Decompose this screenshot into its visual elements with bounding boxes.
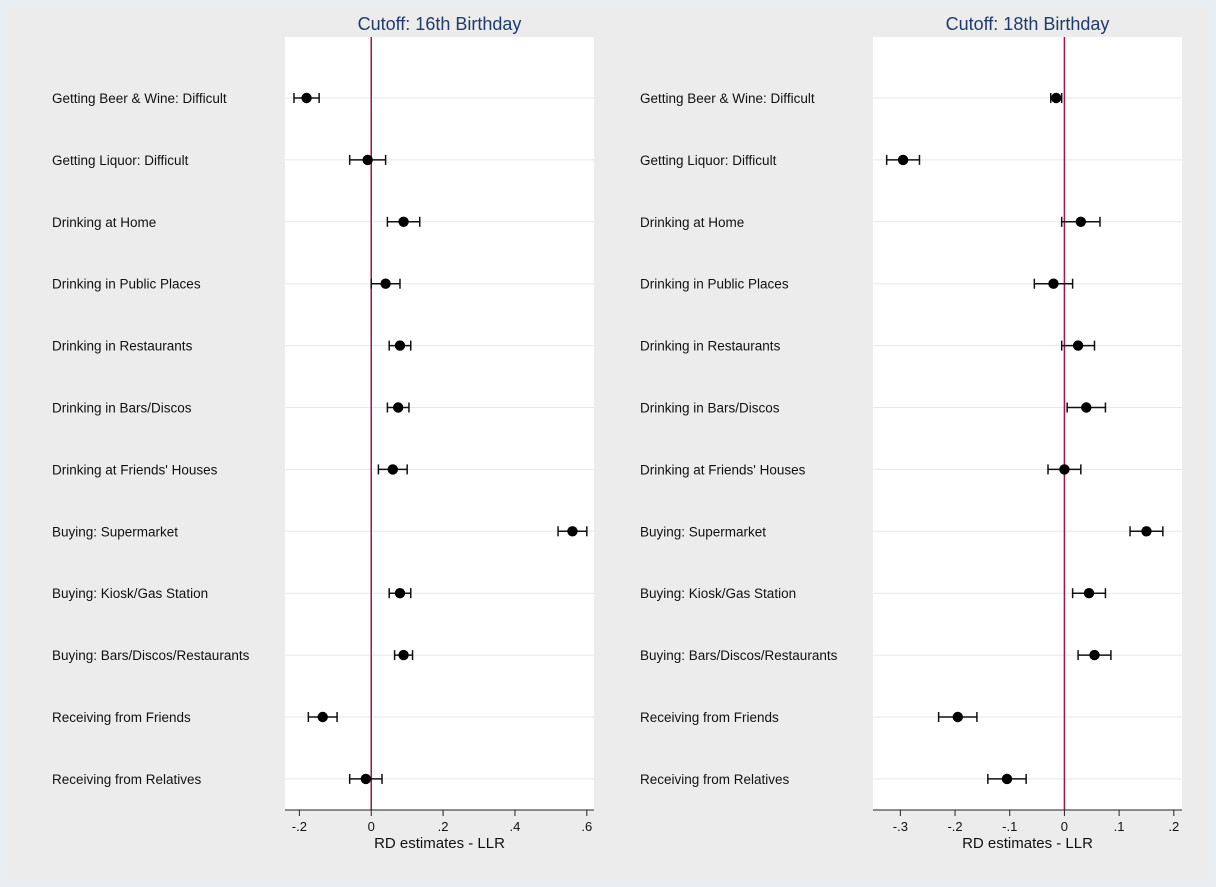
x-tick-label: -.3 — [893, 819, 908, 834]
category-label: Drinking in Bars/Discos — [640, 401, 780, 416]
estimate-point — [1081, 402, 1092, 413]
estimate-point — [398, 216, 409, 227]
category-label: Getting Liquor: Difficult — [52, 153, 189, 168]
estimate-point — [952, 711, 963, 723]
estimate-point — [380, 278, 391, 289]
category-label: Drinking at Home — [52, 215, 156, 230]
estimate-point — [1141, 526, 1152, 537]
estimates-layer — [293, 92, 588, 785]
category-label: Receiving from Friends — [640, 710, 779, 725]
gridlines — [873, 97, 1182, 780]
category-labels: Getting Beer & Wine: Difficult Getting Li… — [52, 91, 250, 787]
estimate-point — [1075, 216, 1087, 227]
x-axis-title: RD estimates - LLR — [962, 835, 1093, 852]
estimate-point — [387, 464, 398, 475]
x-tick-label: .2 — [438, 819, 449, 834]
panel-cutoff-18: -.3 -.2 -.1 0 .1 .2 Getting Beer & Wine: Diff… — [640, 14, 1182, 852]
x-tick-label: 0 — [1061, 819, 1068, 834]
category-label: Receiving from Relatives — [52, 772, 202, 787]
category-label: Drinking in Public Places — [52, 277, 201, 292]
estimate-point — [1072, 340, 1084, 351]
x-tick-label: .6 — [581, 819, 592, 834]
estimate-point — [301, 92, 312, 104]
x-tick-label: .4 — [510, 819, 521, 834]
estimate-point — [1051, 92, 1062, 104]
category-label: Buying: Supermarket — [640, 524, 766, 539]
plot-area — [285, 37, 594, 810]
estimate-point — [360, 773, 372, 785]
x-tick-label: .2 — [1168, 819, 1179, 834]
category-label: Drinking in Bars/Discos — [52, 401, 192, 416]
x-axis-ticks: -.2 0 .2 .4 .6 — [292, 810, 592, 834]
category-label: Buying: Kiosk/Gas Station — [640, 586, 796, 601]
x-axis-ticks: -.3 -.2 -.1 0 .1 .2 — [893, 810, 1179, 834]
estimate-point — [394, 588, 406, 599]
category-label: Buying: Kiosk/Gas Station — [52, 586, 208, 601]
category-label: Buying: Supermarket — [52, 524, 178, 539]
category-label: Receiving from Friends — [52, 710, 191, 725]
estimate-point — [1083, 588, 1095, 599]
plot-area — [873, 37, 1182, 810]
estimate-point — [567, 526, 578, 537]
x-axis-title: RD estimates - LLR — [374, 835, 505, 852]
category-label: Receiving from Relatives — [640, 772, 790, 787]
category-label: Drinking in Restaurants — [52, 339, 193, 354]
estimate-point — [392, 402, 404, 413]
category-label: Buying: Bars/Discos/Restaurants — [640, 648, 838, 663]
x-tick-label: -.2 — [947, 819, 962, 834]
estimate-point — [317, 711, 328, 723]
category-label: Buying: Bars/Discos/Restaurants — [52, 648, 250, 663]
category-labels: Getting Beer & Wine: Difficult Getting Li… — [640, 91, 838, 787]
category-label: Drinking at Friends' Houses — [52, 462, 218, 477]
category-label: Drinking at Friends' Houses — [640, 462, 806, 477]
x-tick-label: .1 — [1114, 819, 1125, 834]
category-label: Getting Beer & Wine: Difficult — [52, 91, 227, 106]
panel-title: Cutoff: 18th Birthday — [946, 14, 1110, 34]
estimate-point — [398, 649, 409, 661]
estimate-point — [1001, 773, 1013, 785]
category-label: Drinking in Restaurants — [640, 339, 781, 354]
panel-cutoff-16: -.2 0 .2 .4 .6 Getting Beer & Wine: Difficul… — [52, 14, 594, 852]
panel-title: Cutoff: 16th Birthday — [358, 14, 522, 34]
estimate-point — [1059, 464, 1070, 475]
category-label: Getting Beer & Wine: Difficult — [640, 91, 815, 106]
category-label: Drinking in Public Places — [640, 277, 789, 292]
x-tick-label: -.2 — [292, 819, 307, 834]
estimate-point — [1089, 649, 1100, 661]
gridlines — [285, 97, 594, 780]
x-tick-label: 0 — [368, 819, 375, 834]
estimate-point — [362, 154, 373, 166]
category-label: Getting Liquor: Difficult — [640, 153, 777, 168]
estimate-point — [394, 340, 406, 351]
estimate-point — [897, 154, 909, 166]
category-label: Drinking at Home — [640, 215, 744, 230]
estimate-point — [1048, 278, 1059, 289]
estimates-layer — [885, 92, 1164, 785]
x-tick-label: -.1 — [1002, 819, 1017, 834]
